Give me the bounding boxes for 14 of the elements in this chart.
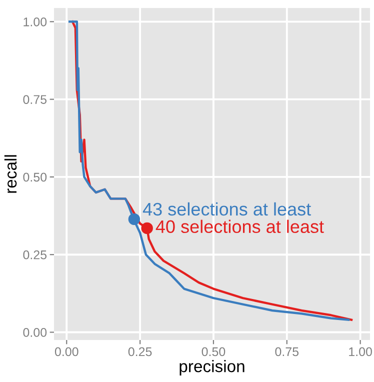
annotation: 40 selections at least [156,220,324,234]
y-tick-label: 0.50 [23,172,47,182]
x-tick-label: 1.00 [349,347,372,356]
x-tick-label: 0.00 [54,347,78,356]
x-tick-label: 0.25 [128,347,152,356]
y-tick-label: 0.75 [23,95,47,104]
annotation: 43 selections at least [142,202,311,216]
y-tick-label: 1.00 [24,17,47,26]
y-axis-title: recall [4,155,17,193]
x-tick-label: 0.50 [202,347,226,356]
y-tick-label: 0.00 [23,328,47,337]
y-tick-label: 0.25 [23,250,47,260]
x-axis-title: precision [180,360,244,376]
x-tick-label: 0.75 [275,347,299,356]
